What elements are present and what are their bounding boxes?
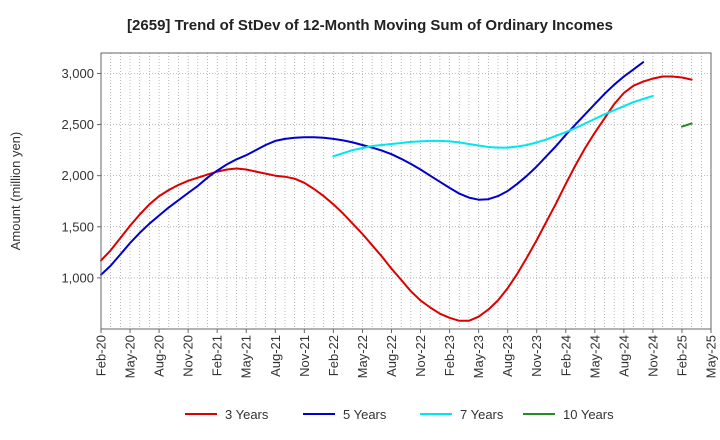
legend-label-7-years: 7 Years bbox=[460, 407, 504, 422]
y-tick-label: 1,000 bbox=[61, 270, 94, 285]
x-tick-label: Aug-22 bbox=[384, 335, 399, 377]
x-tick-label: Nov-20 bbox=[181, 335, 196, 377]
x-tick-label: Feb-25 bbox=[674, 335, 689, 376]
y-tick-label: 2,000 bbox=[61, 168, 94, 183]
y-tick-label: 2,500 bbox=[61, 117, 94, 132]
chart-title: [2659] Trend of StDev of 12-Month Moving… bbox=[127, 17, 613, 34]
y-axis-ticks: 1,000 1,500 2,000 2,500 3,000 bbox=[61, 66, 101, 285]
x-tick-label: May-23 bbox=[471, 335, 486, 378]
y-axis-label: Amount (million yen) bbox=[8, 132, 23, 251]
series-line-3-years bbox=[100, 75, 693, 322]
x-axis-ticks: Feb-20 May-20 Aug-20 Nov-20 Feb-21 May-21 Aug-… bbox=[94, 329, 719, 378]
x-tick-label: Aug-20 bbox=[152, 335, 167, 377]
x-tick-label: Aug-23 bbox=[500, 335, 515, 377]
x-tick-label: Nov-21 bbox=[297, 335, 312, 377]
x-tick-label: Nov-22 bbox=[413, 335, 428, 377]
x-tick-label: Feb-20 bbox=[94, 335, 109, 376]
legend: 3 Years 5 Years 7 Years 10 Years bbox=[185, 407, 614, 422]
x-tick-label: May-25 bbox=[704, 335, 719, 378]
x-tick-label: Nov-24 bbox=[645, 335, 660, 377]
x-tick-label: Aug-21 bbox=[268, 335, 283, 377]
x-tick-label: Feb-22 bbox=[326, 335, 341, 376]
series-line-7-years bbox=[332, 94, 654, 158]
x-tick-label: May-21 bbox=[239, 335, 254, 378]
series-line-10-years bbox=[681, 122, 693, 128]
plot-frame bbox=[100, 52, 712, 330]
x-tick-label: Feb-24 bbox=[558, 335, 573, 376]
legend-label-10-years: 10 Years bbox=[563, 407, 614, 422]
legend-label-5-years: 5 Years bbox=[343, 407, 387, 422]
y-tick-label: 1,500 bbox=[61, 219, 94, 234]
x-tick-label: Nov-23 bbox=[529, 335, 544, 377]
series-line-5-years bbox=[100, 61, 645, 276]
grid bbox=[101, 53, 711, 329]
series-layer bbox=[100, 61, 693, 322]
legend-label-3-years: 3 Years bbox=[225, 407, 269, 422]
x-tick-label: May-20 bbox=[123, 335, 138, 378]
x-tick-label: Feb-21 bbox=[210, 335, 225, 376]
x-tick-label: Feb-23 bbox=[442, 335, 457, 376]
x-tick-label: May-22 bbox=[355, 335, 370, 378]
y-tick-label: 3,000 bbox=[61, 66, 94, 81]
x-tick-label: Aug-24 bbox=[616, 335, 631, 377]
x-tick-label: May-24 bbox=[587, 335, 602, 378]
